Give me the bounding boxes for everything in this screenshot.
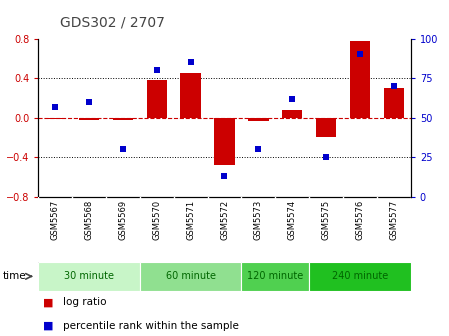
Text: GSM5569: GSM5569 [119,200,128,240]
Text: GSM5571: GSM5571 [186,200,195,240]
Text: GSM5575: GSM5575 [321,200,330,240]
Text: GSM5573: GSM5573 [254,200,263,240]
Text: 240 minute: 240 minute [332,271,388,281]
Text: GSM5572: GSM5572 [220,200,229,240]
Bar [45,118,65,119]
Bar [180,73,201,118]
Text: log ratio: log ratio [63,297,106,307]
Bar [248,118,269,121]
Bar [146,80,167,118]
Bar [316,118,336,137]
Text: GSM5570: GSM5570 [152,200,161,240]
Bar [242,262,309,291]
Bar [214,118,235,165]
Text: GSM5576: GSM5576 [356,200,365,240]
Text: ■: ■ [43,321,53,331]
Text: GSM5567: GSM5567 [51,200,60,240]
Bar [79,118,99,120]
Bar [140,262,242,291]
Text: GSM5577: GSM5577 [389,200,398,240]
Bar [113,118,133,120]
Text: 60 minute: 60 minute [166,271,216,281]
Text: ■: ■ [43,297,53,307]
Text: time: time [2,271,26,281]
Bar [38,262,140,291]
Text: 120 minute: 120 minute [247,271,304,281]
Text: 30 minute: 30 minute [64,271,114,281]
Bar [350,41,370,118]
Text: GSM5568: GSM5568 [84,200,93,240]
Text: percentile rank within the sample: percentile rank within the sample [63,321,239,331]
Bar [384,88,404,118]
Bar [282,110,303,118]
Bar [309,262,411,291]
Text: GDS302 / 2707: GDS302 / 2707 [60,15,165,29]
Text: GSM5574: GSM5574 [288,200,297,240]
